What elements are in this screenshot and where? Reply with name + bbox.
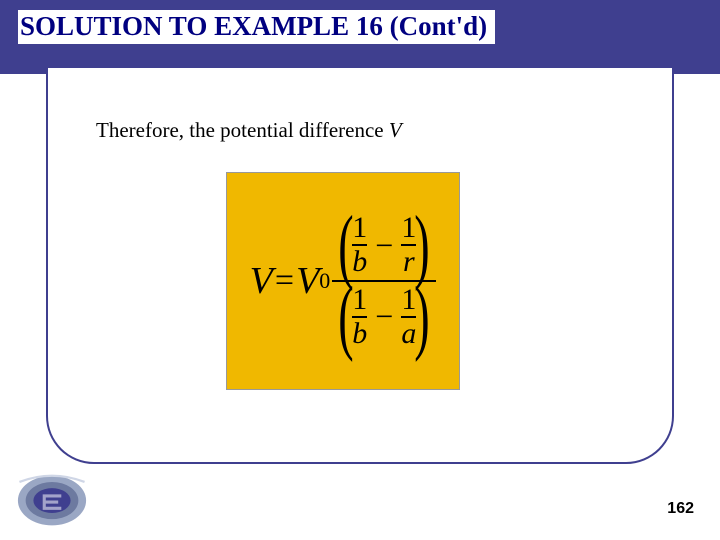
- eq-main-fraction: ( 1 b − 1 r ): [332, 211, 436, 351]
- lead-variable: V: [389, 118, 402, 142]
- body-text: Therefore, the potential difference V: [96, 118, 402, 143]
- eq-lhs: V: [250, 259, 273, 303]
- rparen-icon: ): [415, 212, 430, 279]
- num-frac-1: 1 b: [352, 213, 367, 277]
- eq-equals: =: [273, 262, 296, 300]
- den-frac-1: 1 b: [352, 285, 367, 349]
- eq-coeff-var: V: [296, 259, 319, 303]
- logo-icon: [12, 468, 92, 530]
- slide-title: SOLUTION TO EXAMPLE 16 (Cont'd): [18, 10, 495, 44]
- lead-text: Therefore, the potential difference: [96, 118, 389, 142]
- equation-box: V = V0 ( 1 b − 1: [226, 172, 460, 390]
- equation: V = V0 ( 1 b − 1: [250, 173, 437, 389]
- lparen-icon: (: [339, 212, 354, 279]
- lparen-icon: (: [339, 283, 354, 350]
- page-number: 162: [667, 500, 694, 518]
- minus-icon: −: [367, 298, 401, 335]
- eq-coeff-sub: 0: [319, 268, 330, 294]
- eq-denominator: ( 1 b − 1 a ): [332, 282, 436, 351]
- minus-icon: −: [367, 227, 401, 264]
- rparen-icon: ): [415, 283, 430, 350]
